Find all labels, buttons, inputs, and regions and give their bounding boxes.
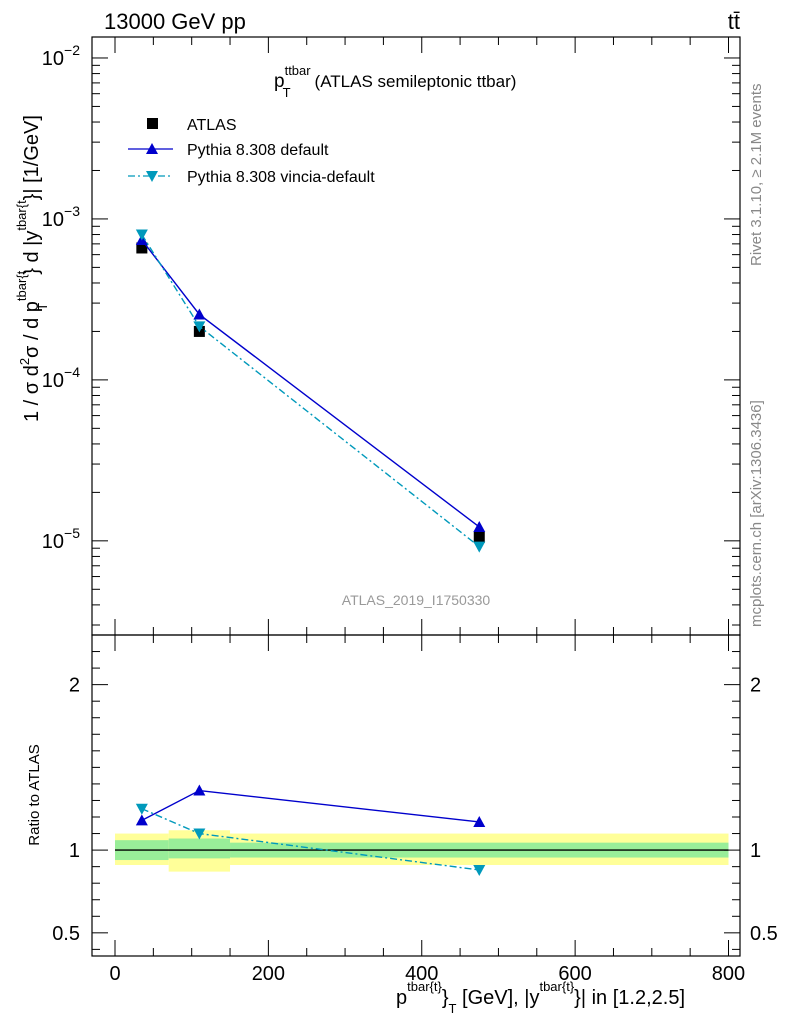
main-ytick-label-3: 10−2: [42, 42, 80, 70]
source-label: mcplots.cern.ch [arXiv:1306.3436]: [748, 400, 765, 627]
legend-default-marker: [146, 143, 158, 154]
ratio-point-2-1: [193, 828, 206, 840]
main-ytick-label-2: 10−3: [42, 203, 80, 231]
main-point-2-2: [473, 541, 486, 553]
legend-vincia-marker: [146, 171, 158, 182]
ratio-ytick-label-left-0: 0.5: [52, 923, 80, 945]
main-line-2: [141, 234, 480, 548]
x-tick-label-2: 400: [405, 963, 438, 985]
xlabel-part-4: }| in [1.2,2.5]: [574, 987, 685, 1009]
ratio-line-1: [141, 789, 480, 823]
ylabel-part-2: σ / d p: [21, 301, 43, 358]
ratio-stat-band-1: [168, 838, 231, 859]
title-main: p: [274, 71, 285, 92]
rivet-label: Rivet 3.1.10, ≥ 2.1M events: [748, 84, 765, 267]
ratio-ytick-label-right-1: 1: [750, 840, 761, 862]
x-tick-label-1: 200: [252, 963, 285, 985]
xlabel-sup-1: tbar{t}: [407, 979, 442, 994]
xlabel-sub-2: T: [449, 1001, 457, 1016]
title-sup: ttbar: [285, 63, 312, 78]
ratio-point-1-0: [135, 814, 148, 826]
ylabel-part-3: } d |y: [21, 231, 43, 275]
main-point-2-1: [193, 321, 206, 333]
ylabel-sup-3: tbar{t: [14, 200, 29, 231]
ylabel-sup-2: tbar{t: [14, 270, 29, 301]
main-line-1: [141, 239, 480, 528]
analysis-watermark: ATLAS_2019_I1750330: [342, 592, 491, 608]
legend: ATLAS Pythia 8.308 default Pythia 8.308 …: [128, 117, 375, 186]
main-point-2-0: [135, 229, 148, 241]
ratio-plot-frame: [91, 634, 741, 957]
ratio-point-2-0: [135, 803, 148, 815]
xlabel-part-2: }: [442, 987, 449, 1009]
ylabel-part-4: }| [1/GeV]: [21, 115, 43, 200]
main-y-axis-label: 1 / σ d2σ / d ptbar{tT} d |ytbar{t}| [1/…: [14, 115, 50, 422]
legend-vincia-label: Pythia 8.308 vincia-default: [187, 169, 375, 186]
ylabel-sub-2: T: [35, 303, 50, 311]
main-point-0-2: [473, 531, 485, 543]
main-y-ticks: 10−5 10−4 10−3 10−2: [42, 42, 740, 626]
ratio-point-2-2: [473, 864, 486, 876]
legend-default-label: Pythia 8.308 default: [187, 142, 329, 159]
legend-atlas-marker: [147, 118, 158, 129]
ratio-y-ticks: 0.5 0.5 1 1 2 2: [52, 651, 778, 950]
xlabel-sup-3: tbar{t}: [539, 979, 574, 994]
main-panel-series: [135, 229, 486, 553]
ratio-point-1-2: [473, 815, 486, 827]
main-point-1-1: [193, 308, 206, 320]
x-axis-label: ptbar{t}}T [GeV], |ytbar{t}}| in [1.2,2.…: [396, 979, 685, 1016]
ratio-ytick-label-left-2: 2: [69, 675, 80, 697]
x-tick-label-0: 0: [109, 963, 120, 985]
ratio-y-axis-label: Ratio to ATLAS: [26, 744, 43, 845]
main-panel: 10−5 10−4 10−3 10−2: [42, 36, 741, 636]
ratio-panel-bands: [115, 830, 729, 872]
x-tick-label-3: 600: [558, 963, 591, 985]
main-ytick-label-1: 10−4: [42, 364, 80, 392]
ratio-ytick-label-left-1: 1: [69, 840, 80, 862]
xlabel-part-1: p: [396, 987, 407, 1009]
process-label: tt̄: [728, 9, 740, 34]
energy-label: 13000 GeV pp: [104, 9, 246, 34]
xlabel-part-3: [GeV], |y: [456, 987, 539, 1009]
title-rest: (ATLAS semileptonic ttbar): [315, 72, 517, 91]
ylabel-sup-1: 2: [17, 358, 32, 365]
title-sub: T: [283, 85, 291, 100]
ratio-panel-series: [135, 784, 486, 876]
legend-atlas-label: ATLAS: [187, 117, 237, 134]
ratio-x-ticks: [114, 635, 729, 956]
main-x-ticks: [114, 37, 729, 635]
ylabel-part-1: 1 / σ d: [21, 365, 43, 422]
plot-title: pttbar T (ATLAS semileptonic ttbar): [274, 63, 516, 100]
x-tick-label-4: 800: [712, 963, 745, 985]
ratio-panel: 0.5 0.5 1 1 2 2 0 200 400 600 800: [52, 634, 778, 985]
main-ytick-label-0: 10−5: [42, 525, 80, 553]
ratio-ytick-label-right-0: 0.5: [750, 923, 778, 945]
x-tick-labels: 0 200 400 600 800: [109, 963, 745, 985]
ratio-ytick-label-right-2: 2: [750, 675, 761, 697]
ratio-point-1-1: [193, 784, 206, 796]
main-point-1-2: [473, 520, 486, 532]
main-point-0-0: [136, 242, 148, 254]
